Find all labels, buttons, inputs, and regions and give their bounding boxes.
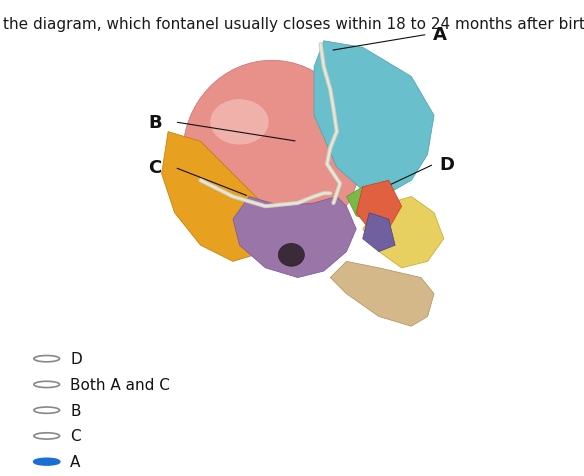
Polygon shape — [331, 262, 434, 327]
Text: Both A and C: Both A and C — [70, 377, 170, 392]
Ellipse shape — [279, 244, 304, 267]
Polygon shape — [346, 188, 379, 220]
Circle shape — [34, 381, 60, 388]
Text: C: C — [148, 159, 162, 177]
Ellipse shape — [183, 61, 361, 249]
Circle shape — [34, 433, 60, 439]
Text: D: D — [439, 156, 454, 174]
Polygon shape — [233, 197, 356, 278]
Text: B: B — [148, 114, 162, 131]
Text: B: B — [70, 403, 81, 418]
Circle shape — [34, 407, 60, 414]
Polygon shape — [314, 42, 434, 194]
Circle shape — [34, 356, 60, 362]
Text: C: C — [70, 428, 81, 444]
Circle shape — [34, 458, 60, 465]
Text: In the diagram, which fontanel usually closes within 18 to 24 months after birth: In the diagram, which fontanel usually c… — [0, 17, 584, 31]
Polygon shape — [162, 132, 281, 262]
Polygon shape — [363, 197, 444, 268]
Text: D: D — [70, 351, 82, 367]
Text: A: A — [70, 454, 81, 469]
Text: A: A — [432, 26, 446, 44]
Polygon shape — [363, 213, 395, 252]
Polygon shape — [356, 181, 402, 229]
Ellipse shape — [210, 100, 269, 145]
